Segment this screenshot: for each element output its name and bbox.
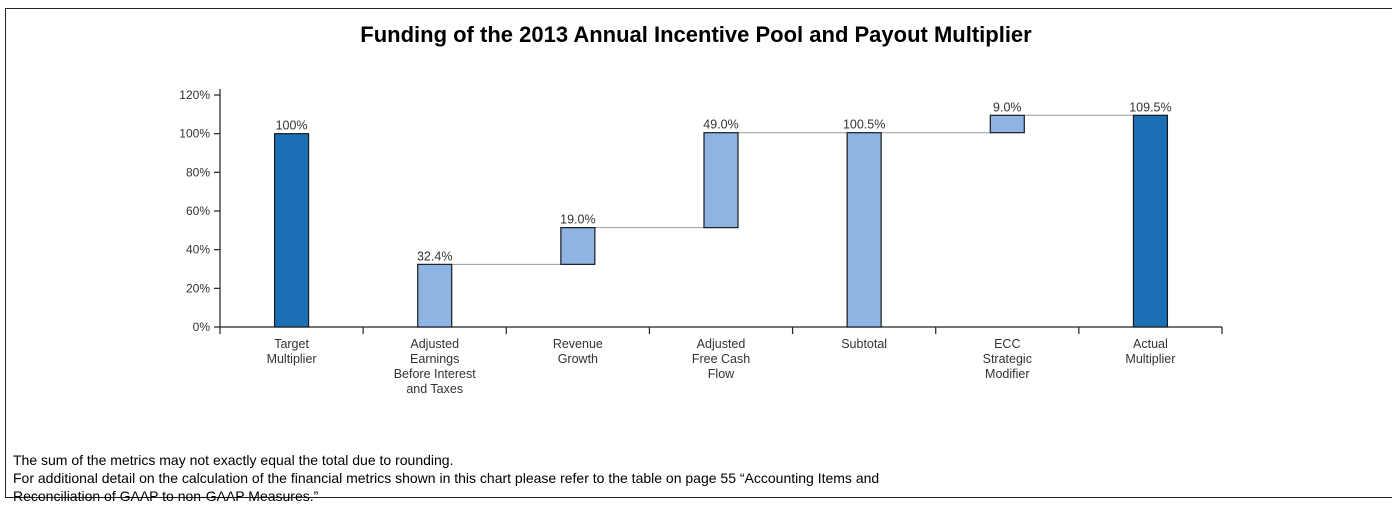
x-tick-label: Subtotal — [841, 337, 887, 351]
bar — [1132, 114, 1169, 328]
bar — [846, 132, 882, 328]
footnote-rounding: The sum of the metrics may not exactly e… — [13, 452, 454, 468]
y-tick-label: 100% — [179, 127, 210, 141]
x-tick-label-line: Modifier — [985, 367, 1029, 381]
bar — [273, 133, 310, 328]
connector-lines — [451, 114, 1134, 265]
data-label: 32.4% — [417, 249, 452, 263]
x-tick-label-line: Actual — [1133, 337, 1168, 351]
y-tick-label: 40% — [186, 243, 210, 257]
bar — [703, 132, 739, 229]
x-tick-label-line: Earnings — [410, 352, 459, 366]
footnote-detail: For additional detail on the calculation… — [13, 470, 880, 486]
footnote-detail-continued: Reconciliation of GAAP to non-GAAP Measu… — [13, 488, 319, 504]
x-tick-label: Target Multiplier — [267, 337, 317, 366]
x-tick-label: Adjusted Free Cash Flow — [692, 337, 750, 381]
chart-axes: 0% 20% 40% 60% 80% 100% 120% — [179, 88, 1223, 334]
x-tick-label: Adjusted Earnings Before Interest and Taxes — [394, 337, 477, 396]
data-label: 49.0% — [703, 118, 738, 132]
x-tick-label-line: and Taxes — [406, 382, 463, 396]
x-tick-label-line: Before Interest — [394, 367, 477, 381]
x-tick-label-line: Growth — [558, 352, 598, 366]
x-tick-label-line: Multiplier — [1125, 352, 1175, 366]
y-tick-label: 0% — [193, 320, 211, 334]
data-label: 9.0% — [993, 100, 1022, 114]
x-tick-label: Actual Multiplier — [1125, 337, 1175, 366]
bar — [560, 227, 596, 265]
data-label: 19.0% — [560, 213, 595, 227]
y-tick-label: 80% — [186, 165, 210, 179]
x-tick-label-line: ECC — [994, 337, 1020, 351]
x-tick-label-line: Revenue — [553, 337, 603, 351]
bar — [989, 114, 1025, 134]
x-tick-label-line: Adjusted — [697, 337, 746, 351]
x-tick-label: ECC Strategic Modifier — [983, 337, 1032, 381]
x-tick-label: Revenue Growth — [553, 337, 603, 366]
y-tick-label: 20% — [186, 281, 210, 295]
bar — [417, 263, 453, 328]
data-label: 109.5% — [1129, 100, 1171, 114]
x-tick-label-line: Subtotal — [841, 337, 887, 351]
data-label: 100% — [276, 119, 308, 133]
x-tick-label-line: Target — [274, 337, 309, 351]
x-tick-label-line: Multiplier — [267, 352, 317, 366]
y-tick-label: 60% — [186, 204, 210, 218]
chart-frame — [5, 8, 1392, 498]
x-tick-label-line: Strategic — [983, 352, 1032, 366]
x-tick-label-line: Flow — [708, 367, 735, 381]
y-tick-label: 120% — [179, 88, 210, 102]
chart-bars — [273, 114, 1169, 328]
chart-title: Funding of the 2013 Annual Incentive Poo… — [360, 22, 1032, 47]
data-label: 100.5% — [843, 118, 885, 132]
x-tick-label-line: Adjusted — [410, 337, 459, 351]
x-tick-label-line: Free Cash — [692, 352, 750, 366]
